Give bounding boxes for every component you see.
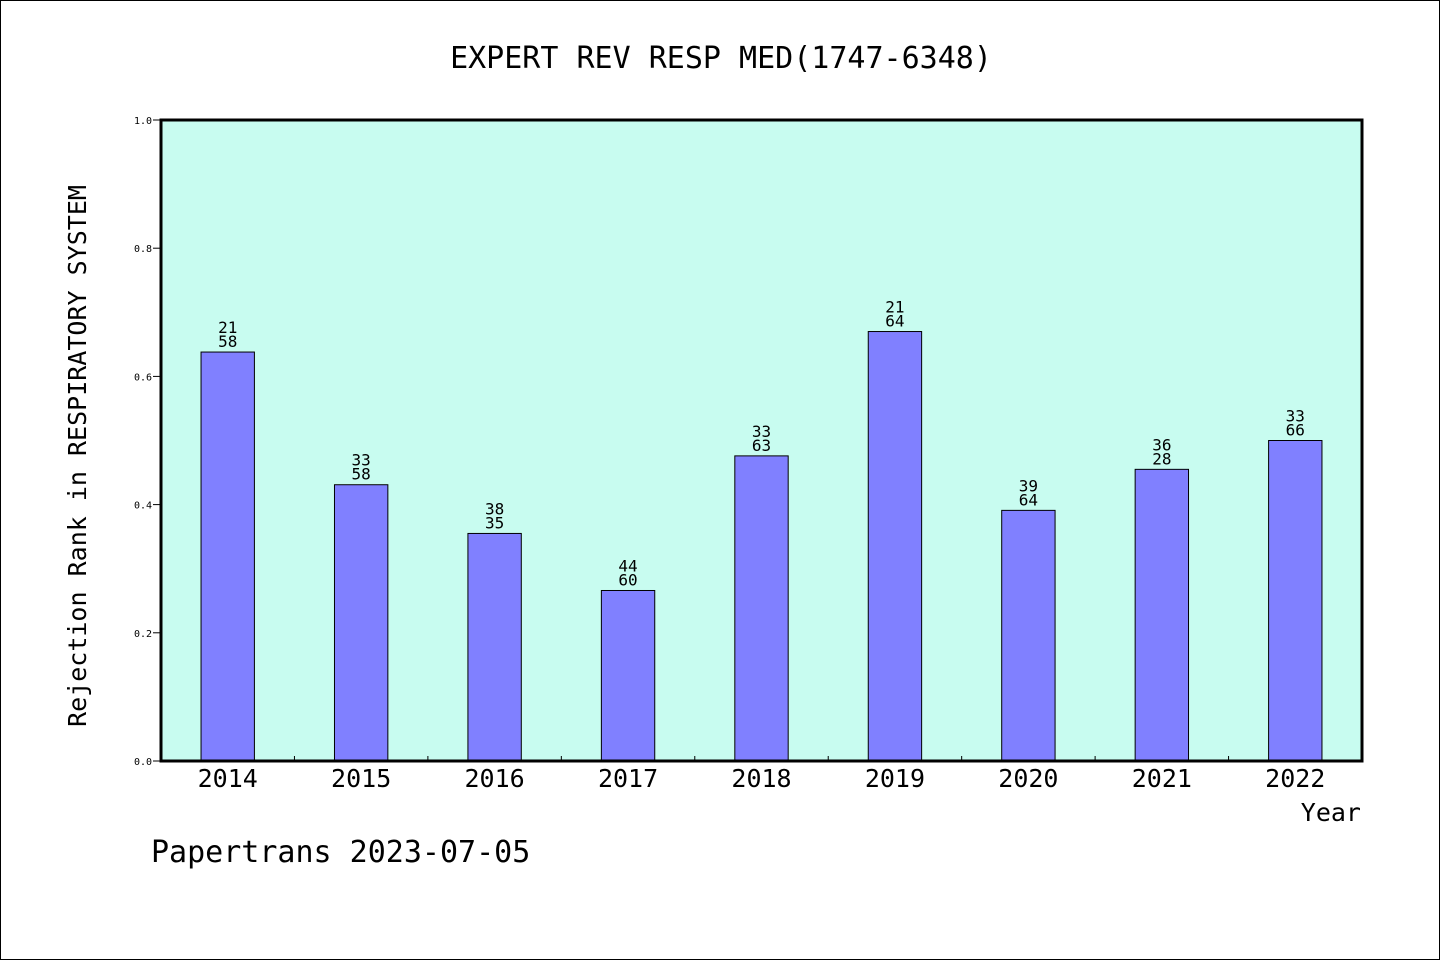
y-tick-label-0.4: 0.4 xyxy=(134,501,152,512)
x-tick-label-2016: 2016 xyxy=(465,764,525,793)
bar-label-bottom-2016: 35 xyxy=(485,513,504,532)
y-tick-label-1.0: 1.0 xyxy=(134,116,152,127)
x-tick-label-2021: 2021 xyxy=(1132,764,1192,793)
bar-label-top-2017: 44 xyxy=(618,556,637,575)
y-axis-label: Rejection Rank in RESPIRATORY SYSTEM xyxy=(63,185,92,727)
x-tick-label-2020: 2020 xyxy=(998,764,1058,793)
bar-label-bottom-2019: 64 xyxy=(885,312,904,331)
x-tick-label-2019: 2019 xyxy=(865,764,925,793)
x-axis-label: Year xyxy=(1301,798,1361,827)
bar-2016 xyxy=(467,532,522,762)
x-tick-label-2022: 2022 xyxy=(1265,764,1325,793)
bar-label-bottom-2014: 58 xyxy=(218,332,237,351)
bar-2019 xyxy=(867,331,923,762)
bar-2015 xyxy=(333,484,389,762)
bar-label-bottom-2020: 64 xyxy=(1019,490,1038,509)
footer-credit: Papertrans 2023-07-05 xyxy=(151,835,531,870)
y-tick-label-0.2: 0.2 xyxy=(134,629,152,640)
bar-label-top-2018: 33 xyxy=(752,422,771,441)
x-tick-label-2015: 2015 xyxy=(331,764,391,793)
bar-label-top-2016: 38 xyxy=(485,499,504,518)
bar-label-top-2021: 36 xyxy=(1152,435,1171,454)
y-tick-label-0.6: 0.6 xyxy=(134,372,152,383)
bar-2017 xyxy=(600,589,656,762)
bar-label-top-2019: 21 xyxy=(885,298,904,317)
bar-2020 xyxy=(1001,509,1056,762)
bar-2021 xyxy=(1134,468,1190,762)
chart-title: EXPERT REV RESP MED(1747-6348) xyxy=(450,41,992,76)
y-tick-label-0.8: 0.8 xyxy=(134,244,152,255)
bar-2022 xyxy=(1268,440,1323,762)
bar-label-top-2022: 33 xyxy=(1286,407,1305,426)
x-tick-label-2014: 2014 xyxy=(198,764,258,793)
plot-border xyxy=(159,118,1364,763)
bar-2018 xyxy=(734,455,789,762)
bar-label-bottom-2022: 66 xyxy=(1286,421,1305,440)
bar-label-bottom-2017: 60 xyxy=(618,570,637,589)
bar-label-bottom-2021: 28 xyxy=(1152,449,1171,468)
bar-label-top-2020: 39 xyxy=(1019,476,1038,495)
bar-label-bottom-2015: 58 xyxy=(352,465,371,484)
y-tick-label-0.0: 0.0 xyxy=(134,757,152,768)
bar-label-top-2015: 33 xyxy=(352,451,371,470)
bar-label-bottom-2018: 63 xyxy=(752,436,771,455)
x-tick-label-2017: 2017 xyxy=(598,764,658,793)
bar-2014 xyxy=(200,351,255,762)
x-tick-label-2018: 2018 xyxy=(731,764,791,793)
bar-label-top-2014: 21 xyxy=(218,318,237,337)
